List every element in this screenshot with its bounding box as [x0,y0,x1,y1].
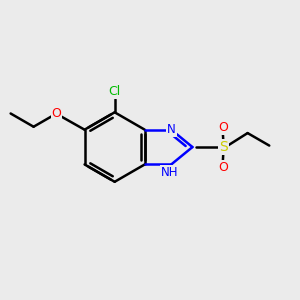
Text: NH: NH [161,166,178,179]
Text: O: O [218,121,228,134]
Text: Cl: Cl [109,85,121,98]
Text: O: O [52,107,61,120]
Text: N: N [167,123,176,136]
Text: O: O [218,160,228,174]
Text: S: S [219,140,228,154]
